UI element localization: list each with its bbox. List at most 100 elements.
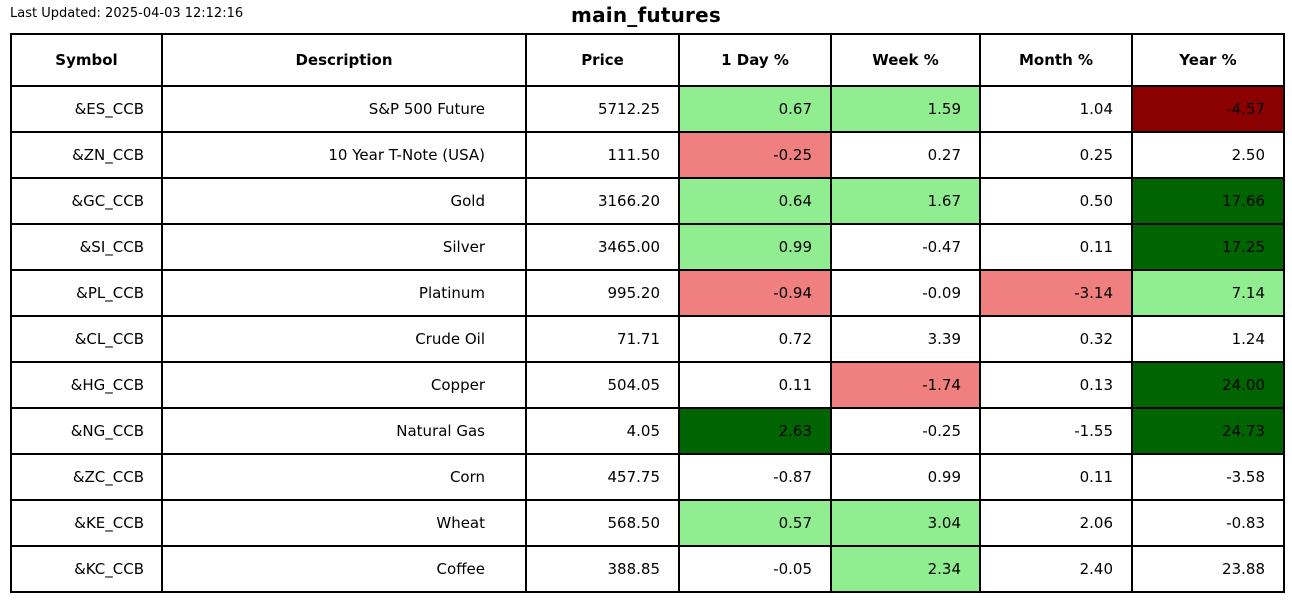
description-cell: Crude Oil <box>161 315 527 363</box>
year-change-cell: 2.50 <box>1131 131 1285 179</box>
table-row: &GC_CCB Gold 3166.20 0.64 1.67 0.50 17.66 <box>10 177 1285 225</box>
description-cell: Platinum <box>161 269 527 317</box>
table-row: &KC_CCB Coffee 388.85 -0.05 2.34 2.40 23.88 <box>10 545 1285 593</box>
year-change-cell: 24.00 <box>1131 361 1285 409</box>
description-cell: S&P 500 Future <box>161 85 527 133</box>
day-change-cell: -0.87 <box>678 453 832 501</box>
week-change-cell: 3.39 <box>830 315 981 363</box>
year-change-cell: 1.24 <box>1131 315 1285 363</box>
year-change-cell: -3.58 <box>1131 453 1285 501</box>
symbol-cell: &ZC_CCB <box>10 453 163 501</box>
day-change-cell: -0.05 <box>678 545 832 593</box>
week-change-cell: 2.34 <box>830 545 981 593</box>
description-cell: Copper <box>161 361 527 409</box>
year-change-cell: 7.14 <box>1131 269 1285 317</box>
week-change-cell: 1.59 <box>830 85 981 133</box>
price-cell: 504.05 <box>525 361 680 409</box>
symbol-cell: &ES_CCB <box>10 85 163 133</box>
price-cell: 995.20 <box>525 269 680 317</box>
day-change-cell: 0.11 <box>678 361 832 409</box>
week-change-cell: 0.99 <box>830 453 981 501</box>
price-cell: 457.75 <box>525 453 680 501</box>
symbol-cell: &KC_CCB <box>10 545 163 593</box>
month-change-cell: 0.25 <box>979 131 1133 179</box>
week-change-cell: -1.74 <box>830 361 981 409</box>
table-header-row: Symbol Description Price 1 Day % Week % … <box>10 33 1285 87</box>
symbol-cell: &NG_CCB <box>10 407 163 455</box>
description-cell: Gold <box>161 177 527 225</box>
week-change-cell: -0.47 <box>830 223 981 271</box>
week-change-cell: -0.25 <box>830 407 981 455</box>
column-header-month: Month % <box>979 33 1133 87</box>
month-change-cell: 1.04 <box>979 85 1133 133</box>
month-change-cell: 0.32 <box>979 315 1133 363</box>
day-change-cell: 0.72 <box>678 315 832 363</box>
year-change-cell: -0.83 <box>1131 499 1285 547</box>
description-cell: Natural Gas <box>161 407 527 455</box>
symbol-cell: &ZN_CCB <box>10 131 163 179</box>
month-change-cell: -3.14 <box>979 269 1133 317</box>
month-change-cell: 0.11 <box>979 223 1133 271</box>
description-cell: Coffee <box>161 545 527 593</box>
week-change-cell: -0.09 <box>830 269 981 317</box>
month-change-cell: 0.13 <box>979 361 1133 409</box>
year-change-cell: 17.66 <box>1131 177 1285 225</box>
week-change-cell: 0.27 <box>830 131 981 179</box>
table-row: &SI_CCB Silver 3465.00 0.99 -0.47 0.11 17.25 <box>10 223 1285 271</box>
day-change-cell: -0.25 <box>678 131 832 179</box>
table-row: &HG_CCB Copper 504.05 0.11 -1.74 0.13 24.00 <box>10 361 1285 409</box>
week-change-cell: 1.67 <box>830 177 981 225</box>
price-cell: 71.71 <box>525 315 680 363</box>
price-cell: 388.85 <box>525 545 680 593</box>
table-row: &CL_CCB Crude Oil 71.71 0.72 3.39 0.32 1.24 <box>10 315 1285 363</box>
month-change-cell: 2.06 <box>979 499 1133 547</box>
day-change-cell: 0.99 <box>678 223 832 271</box>
price-cell: 3166.20 <box>525 177 680 225</box>
price-cell: 111.50 <box>525 131 680 179</box>
year-change-cell: 24.73 <box>1131 407 1285 455</box>
table-row: &KE_CCB Wheat 568.50 0.57 3.04 2.06 -0.83 <box>10 499 1285 547</box>
month-change-cell: 0.50 <box>979 177 1133 225</box>
futures-table-body: &ES_CCB S&P 500 Future 5712.25 0.67 1.59 1.04… <box>10 85 1285 593</box>
column-header-price: Price <box>525 33 680 87</box>
table-row: &PL_CCB Platinum 995.20 -0.94 -0.09 -3.14 7.14 <box>10 269 1285 317</box>
symbol-cell: &GC_CCB <box>10 177 163 225</box>
description-cell: Silver <box>161 223 527 271</box>
year-change-cell: 17.25 <box>1131 223 1285 271</box>
year-change-cell: -4.57 <box>1131 85 1285 133</box>
day-change-cell: 0.64 <box>678 177 832 225</box>
price-cell: 568.50 <box>525 499 680 547</box>
price-cell: 3465.00 <box>525 223 680 271</box>
month-change-cell: 2.40 <box>979 545 1133 593</box>
column-header-week: Week % <box>830 33 981 87</box>
futures-table: Symbol Description Price 1 Day % Week % … <box>10 33 1285 593</box>
table-row: &ZN_CCB 10 Year T-Note (USA) 111.50 -0.25 0.… <box>10 131 1285 179</box>
description-cell: Wheat <box>161 499 527 547</box>
description-cell: 10 Year T-Note (USA) <box>161 131 527 179</box>
symbol-cell: &CL_CCB <box>10 315 163 363</box>
table-row: &NG_CCB Natural Gas 4.05 2.63 -0.25 -1.55 24.7… <box>10 407 1285 455</box>
column-header-symbol: Symbol <box>10 33 163 87</box>
table-row: &ES_CCB S&P 500 Future 5712.25 0.67 1.59 1.04… <box>10 85 1285 133</box>
week-change-cell: 3.04 <box>830 499 981 547</box>
day-change-cell: 0.57 <box>678 499 832 547</box>
year-change-cell: 23.88 <box>1131 545 1285 593</box>
column-header-year: Year % <box>1131 33 1285 87</box>
page-title: main_futures <box>571 3 721 27</box>
description-cell: Corn <box>161 453 527 501</box>
month-change-cell: -1.55 <box>979 407 1133 455</box>
symbol-cell: &HG_CCB <box>10 361 163 409</box>
symbol-cell: &PL_CCB <box>10 269 163 317</box>
day-change-cell: -0.94 <box>678 269 832 317</box>
column-header-description: Description <box>161 33 527 87</box>
column-header-1day: 1 Day % <box>678 33 832 87</box>
last-updated-timestamp: Last Updated: 2025-04-03 12:12:16 <box>10 6 244 21</box>
price-cell: 4.05 <box>525 407 680 455</box>
day-change-cell: 0.67 <box>678 85 832 133</box>
price-cell: 5712.25 <box>525 85 680 133</box>
symbol-cell: &SI_CCB <box>10 223 163 271</box>
month-change-cell: 0.11 <box>979 453 1133 501</box>
table-row: &ZC_CCB Corn 457.75 -0.87 0.99 0.11 -3.58 <box>10 453 1285 501</box>
symbol-cell: &KE_CCB <box>10 499 163 547</box>
